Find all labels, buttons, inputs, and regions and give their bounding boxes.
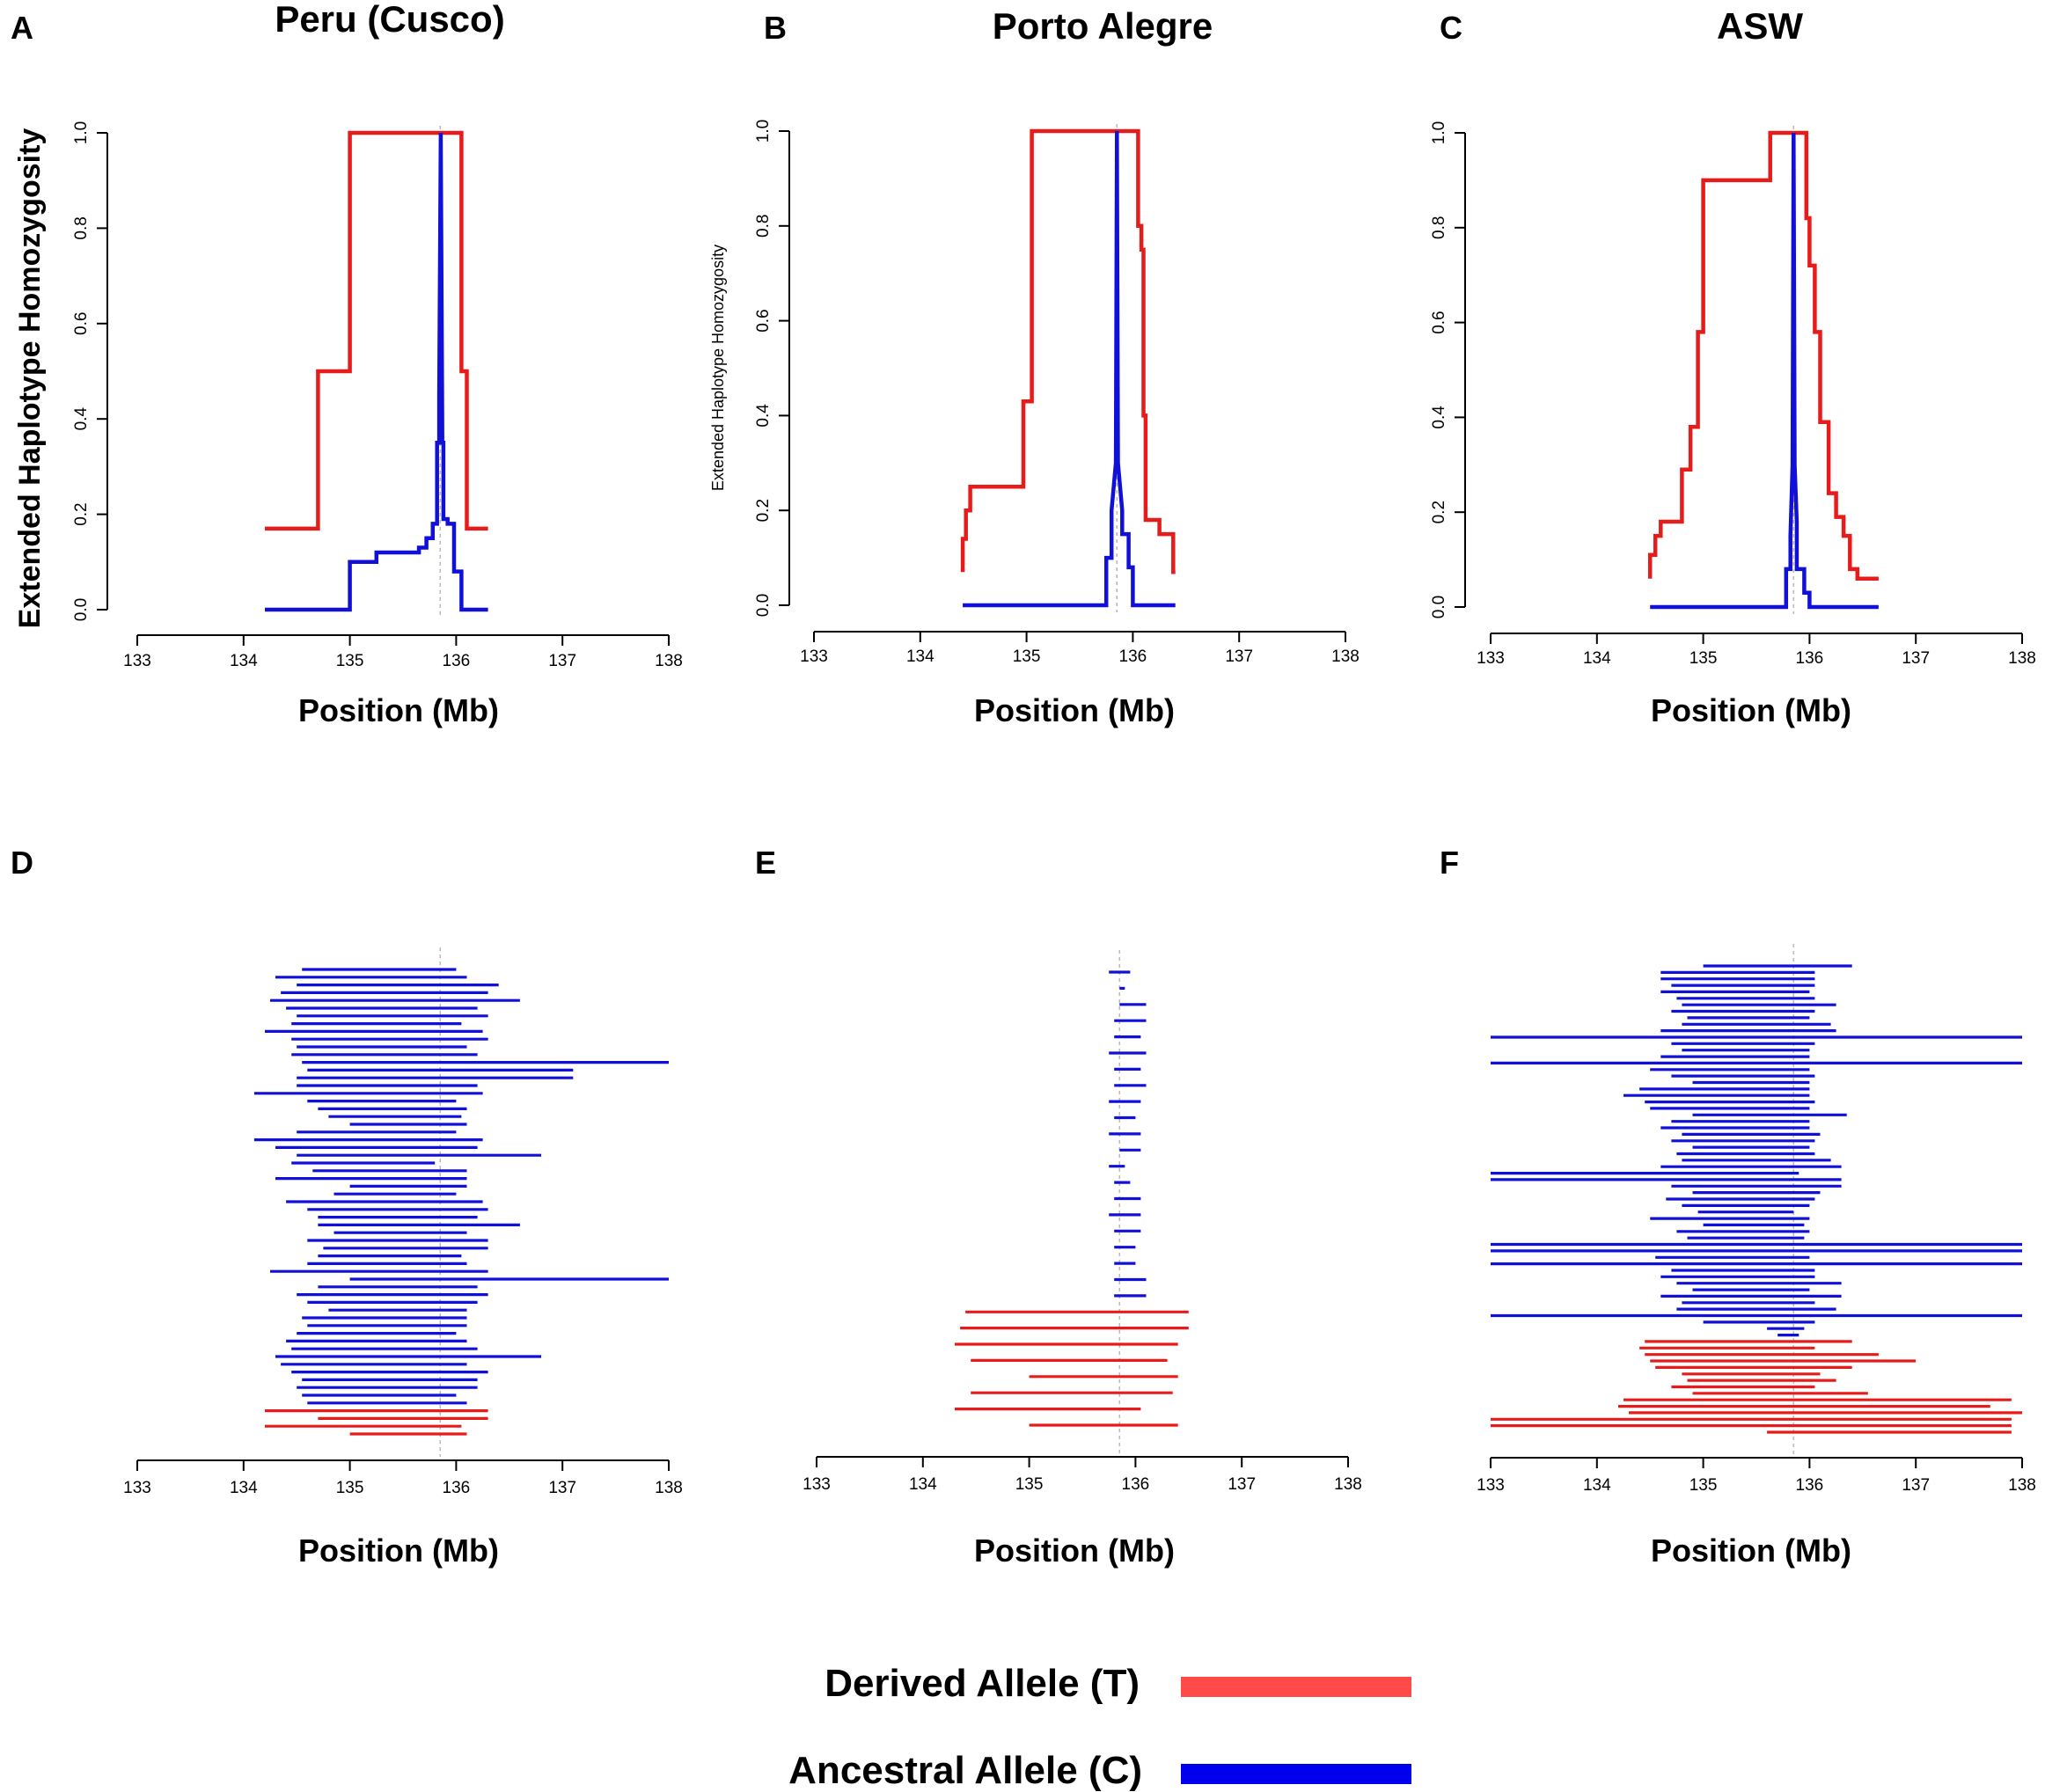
y-tick-label: 0.6 — [1430, 311, 1448, 333]
x-tick-label: 136 — [443, 1479, 471, 1497]
x-tick-label: 137 — [1225, 647, 1253, 666]
y-tick-label: 0.8 — [72, 216, 91, 239]
panel-e-haplotype-plot: 133 134 135 136 137 138 — [803, 950, 1362, 1494]
x-tick-label: 138 — [1334, 1475, 1362, 1494]
x-tick-label: 136 — [1796, 649, 1824, 668]
x-tick-label: 138 — [2008, 1476, 2036, 1495]
x-tick-label: 135 — [1015, 1475, 1044, 1494]
y-tick-label: 1.0 — [754, 120, 773, 143]
y-tick-label: 0.8 — [754, 215, 773, 238]
y-tick-label: 0.4 — [1430, 406, 1448, 429]
y-tick-label: 0.0 — [754, 594, 773, 617]
x-tick-label: 137 — [1902, 649, 1930, 668]
y-tick-label: 0.6 — [754, 309, 773, 332]
derived-allele-ehh-line — [1647, 130, 1879, 581]
panel-f-xlabel: Position (Mb) — [1651, 1532, 1851, 1569]
x-tick-label: 137 — [1902, 1476, 1930, 1495]
x-tick-label: 134 — [909, 1475, 937, 1494]
x-tick-label: 134 — [1583, 1476, 1611, 1495]
x-tick-label: 133 — [123, 652, 151, 670]
x-tick-label: 133 — [1477, 649, 1505, 668]
x-tick-label: 135 — [1690, 649, 1718, 668]
panel-a-ylabel: Extended Haplotype Homozygosity — [13, 128, 47, 629]
x-tick-label: 135 — [336, 652, 364, 670]
panel-e-xlabel: Position (Mb) — [974, 1532, 1175, 1569]
x-tick-label: 134 — [1583, 649, 1611, 668]
x-tick-label: 135 — [1013, 647, 1041, 666]
panel-a-ehh-plot: 133 134 135 136 137 138 0.0 0.2 0.4 0.6 0.8 1.0 — [72, 121, 683, 670]
panel-d-haplotype-plot: 133 134 135 136 137 138 — [123, 947, 683, 1497]
legend-derived-swatch — [1181, 1677, 1411, 1697]
x-tick-label: 134 — [230, 1479, 258, 1497]
derived-allele-ehh-line — [960, 128, 1176, 574]
x-tick-label: 136 — [1119, 647, 1147, 666]
y-tick-label: 0.0 — [1430, 596, 1448, 618]
y-tick-label: 0.4 — [72, 407, 91, 431]
legend-derived-label: Derived Allele (T) — [825, 1662, 1140, 1705]
panel-label-f: F — [1440, 845, 1459, 881]
y-tick-label: 0.8 — [1430, 216, 1448, 239]
x-tick-label: 138 — [655, 1479, 683, 1497]
ancestral-allele-ehh-line — [265, 132, 488, 612]
panel-label-d: D — [11, 845, 33, 881]
panel-label-b: B — [764, 10, 787, 46]
panel-b-xlabel: Position (Mb) — [974, 692, 1175, 728]
panel-f-haplotype-plot: 133 134 135 136 137 138 — [1477, 944, 2036, 1495]
y-tick-label: 0.2 — [1430, 501, 1448, 523]
x-tick-label: 137 — [1228, 1475, 1256, 1494]
x-tick-label: 135 — [336, 1479, 364, 1497]
x-tick-label: 135 — [1690, 1476, 1718, 1495]
panel-b-ehh-plot: 133 134 135 136 137 138 0.0 0.2 0.4 0.6 0.8 1.0 — [754, 120, 1360, 666]
x-tick-label: 138 — [2008, 649, 2036, 668]
panel-b-title: Porto Alegre — [993, 5, 1213, 47]
panel-b-ylabel: Extended Haplotype Homozygosity — [709, 245, 727, 491]
y-tick-label: 1.0 — [72, 121, 91, 144]
x-tick-label: 133 — [803, 1475, 831, 1494]
x-tick-label: 133 — [123, 1479, 151, 1497]
panel-d-xlabel: Position (Mb) — [298, 1532, 499, 1569]
x-tick-label: 136 — [1122, 1475, 1150, 1494]
x-tick-label: 137 — [548, 652, 576, 670]
y-tick-label: 0.2 — [72, 502, 91, 525]
legend-ancestral-swatch — [1181, 1764, 1411, 1784]
y-tick-label: 0.4 — [754, 404, 773, 428]
y-tick-label: 0.6 — [72, 312, 91, 335]
panel-c-title: ASW — [1717, 5, 1803, 47]
panel-c-xlabel: Position (Mb) — [1651, 692, 1851, 728]
x-tick-label: 137 — [548, 1479, 576, 1497]
panel-a-xlabel: Position (Mb) — [298, 692, 499, 728]
panel-label-a: A — [11, 10, 33, 46]
panel-a-title: Peru (Cusco) — [275, 0, 504, 40]
panel-label-c: C — [1440, 10, 1462, 46]
x-tick-label: 133 — [1477, 1476, 1505, 1495]
x-tick-label: 138 — [1331, 647, 1360, 666]
x-tick-label: 136 — [1796, 1476, 1824, 1495]
panel-c-ehh-plot: 133 134 135 136 137 138 0.0 0.2 0.4 0.6 0.8 1.0 — [1430, 121, 2036, 668]
x-tick-label: 138 — [655, 652, 683, 670]
y-tick-label: 1.0 — [1430, 121, 1448, 144]
y-tick-label: 0.0 — [72, 598, 91, 621]
panel-label-e: E — [755, 845, 776, 881]
x-tick-label: 134 — [230, 652, 258, 670]
ancestral-allele-ehh-line — [963, 130, 1176, 608]
x-tick-label: 134 — [906, 647, 935, 666]
x-tick-label: 133 — [800, 647, 828, 666]
derived-allele-ehh-line — [265, 130, 488, 531]
y-tick-label: 0.2 — [754, 499, 773, 522]
x-tick-label: 136 — [443, 652, 471, 670]
ancestral-allele-ehh-line — [1650, 132, 1879, 610]
legend-ancestral-label: Ancestral Allele (C) — [788, 1749, 1142, 1792]
